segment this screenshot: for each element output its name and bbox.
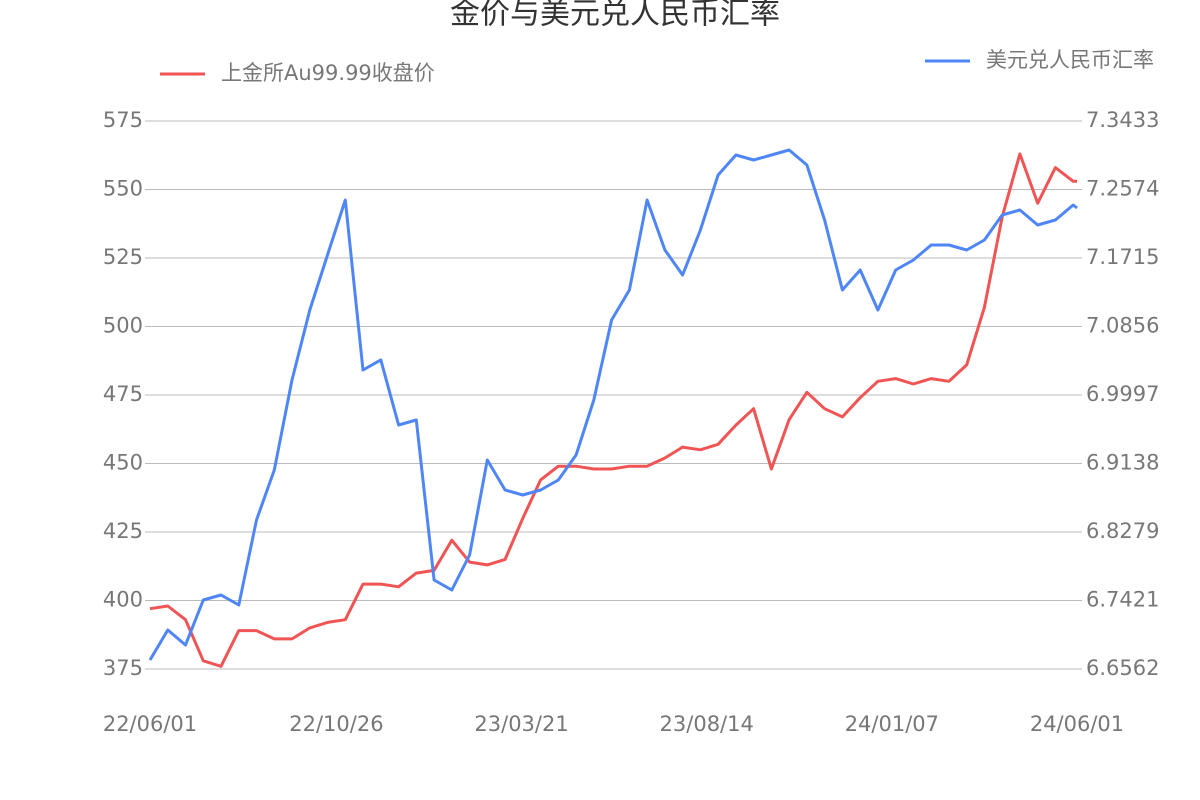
y2-tick-label: 6.8279 — [1086, 519, 1159, 543]
y2-tick-label: 7.1715 — [1086, 245, 1159, 269]
legend-label: 上金所Au99.99收盘价 — [221, 61, 435, 85]
y2-tick-label: 7.2574 — [1086, 177, 1159, 201]
y2-tick-label: 7.0856 — [1086, 314, 1159, 338]
y-tick-label: 575 — [103, 108, 143, 132]
legend-label: 美元兑人民币汇率 — [986, 48, 1154, 72]
chart-title: 金价与美元兑人民币汇率 — [450, 0, 780, 32]
y-tick-label: 450 — [103, 451, 143, 475]
y2-tick-label: 6.6562 — [1086, 656, 1159, 680]
y-tick-label: 550 — [103, 177, 143, 201]
x-tick-label: 23/08/14 — [660, 712, 754, 736]
y-tick-label: 425 — [103, 519, 143, 543]
y-tick-label: 475 — [103, 382, 143, 406]
x-tick-label: 24/01/07 — [845, 712, 939, 736]
x-tick-label: 22/10/26 — [289, 712, 383, 736]
series-line — [148, 148, 1078, 661]
series-line — [149, 152, 1077, 668]
y2-tick-label: 6.9138 — [1086, 451, 1159, 475]
y-tick-label: 400 — [103, 588, 143, 612]
y2-tick-label: 6.9997 — [1086, 382, 1159, 406]
x-tick-label: 24/06/01 — [1030, 712, 1124, 736]
y-tick-label: 375 — [103, 656, 143, 680]
x-tick-label: 22/06/01 — [103, 712, 197, 736]
y2-tick-label: 7.3433 — [1086, 108, 1159, 132]
y-tick-label: 525 — [103, 245, 143, 269]
y-tick-label: 500 — [103, 314, 143, 338]
x-tick-label: 23/03/21 — [474, 712, 568, 736]
y2-tick-label: 6.7421 — [1086, 587, 1159, 611]
